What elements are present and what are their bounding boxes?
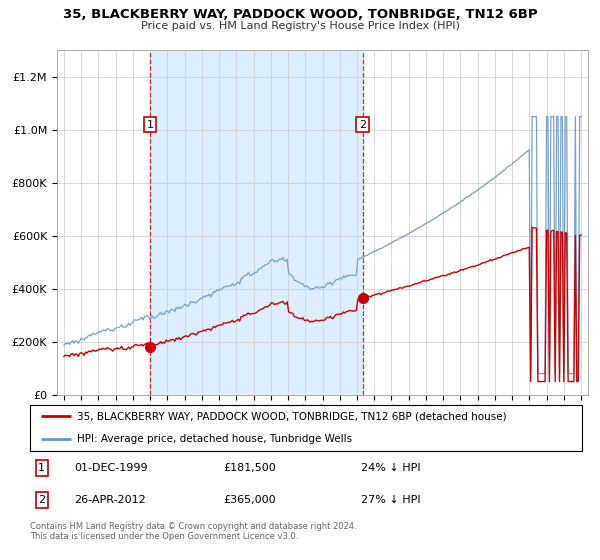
Text: 24% ↓ HPI: 24% ↓ HPI xyxy=(361,463,421,473)
FancyBboxPatch shape xyxy=(30,405,582,451)
Bar xyxy=(150,50,362,395)
Text: HPI: Average price, detached house, Tunbridge Wells: HPI: Average price, detached house, Tunb… xyxy=(77,435,352,444)
Text: Contains HM Land Registry data © Crown copyright and database right 2024.
This d: Contains HM Land Registry data © Crown c… xyxy=(30,522,356,542)
Text: 2: 2 xyxy=(359,120,366,129)
Text: 2: 2 xyxy=(38,495,46,505)
Text: 27% ↓ HPI: 27% ↓ HPI xyxy=(361,495,421,505)
Text: 35, BLACKBERRY WAY, PADDOCK WOOD, TONBRIDGE, TN12 6BP (detached house): 35, BLACKBERRY WAY, PADDOCK WOOD, TONBRI… xyxy=(77,412,506,421)
Text: 26-APR-2012: 26-APR-2012 xyxy=(74,495,146,505)
Text: Price paid vs. HM Land Registry's House Price Index (HPI): Price paid vs. HM Land Registry's House … xyxy=(140,21,460,31)
Text: 1: 1 xyxy=(146,120,154,129)
Text: £365,000: £365,000 xyxy=(223,495,276,505)
Text: 01-DEC-1999: 01-DEC-1999 xyxy=(74,463,148,473)
Text: 35, BLACKBERRY WAY, PADDOCK WOOD, TONBRIDGE, TN12 6BP: 35, BLACKBERRY WAY, PADDOCK WOOD, TONBRI… xyxy=(62,8,538,21)
Text: 1: 1 xyxy=(38,463,45,473)
Text: £181,500: £181,500 xyxy=(223,463,276,473)
